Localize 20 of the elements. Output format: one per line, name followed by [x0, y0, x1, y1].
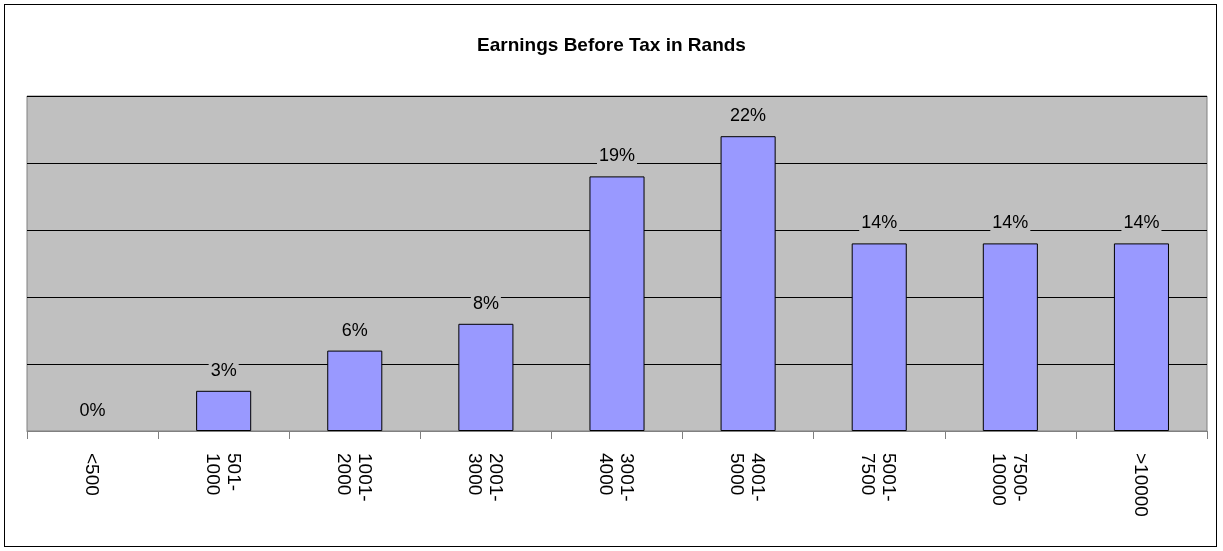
bar [196, 390, 252, 431]
data-label: 19% [598, 145, 636, 166]
data-label: 14% [992, 212, 1029, 233]
data-label: 3% [210, 359, 237, 380]
data-label: 14% [1123, 212, 1160, 233]
chart-title: Earnings Before Tax in Rands [477, 34, 746, 55]
data-label: 22% [730, 105, 767, 126]
x-tick-label: 1001-2000 [333, 453, 376, 502]
x-tick-label: 7500-10000 [989, 453, 1032, 506]
data-label: 8% [472, 292, 499, 313]
x-tick-label: <500 [82, 453, 104, 496]
data-label: 14% [861, 212, 898, 233]
x-tick-label: >10000 [1130, 453, 1152, 517]
x-tick-label: 5001-7500 [858, 453, 901, 502]
x-tick-label: 4001-5000 [727, 453, 770, 502]
x-tick-label: 3001-4000 [596, 453, 638, 502]
data-label: 0% [79, 400, 106, 420]
data-label: 6% [341, 319, 368, 340]
x-tick-label: 2001-3000 [464, 453, 507, 502]
x-tick-label: 501-1000 [202, 453, 245, 496]
